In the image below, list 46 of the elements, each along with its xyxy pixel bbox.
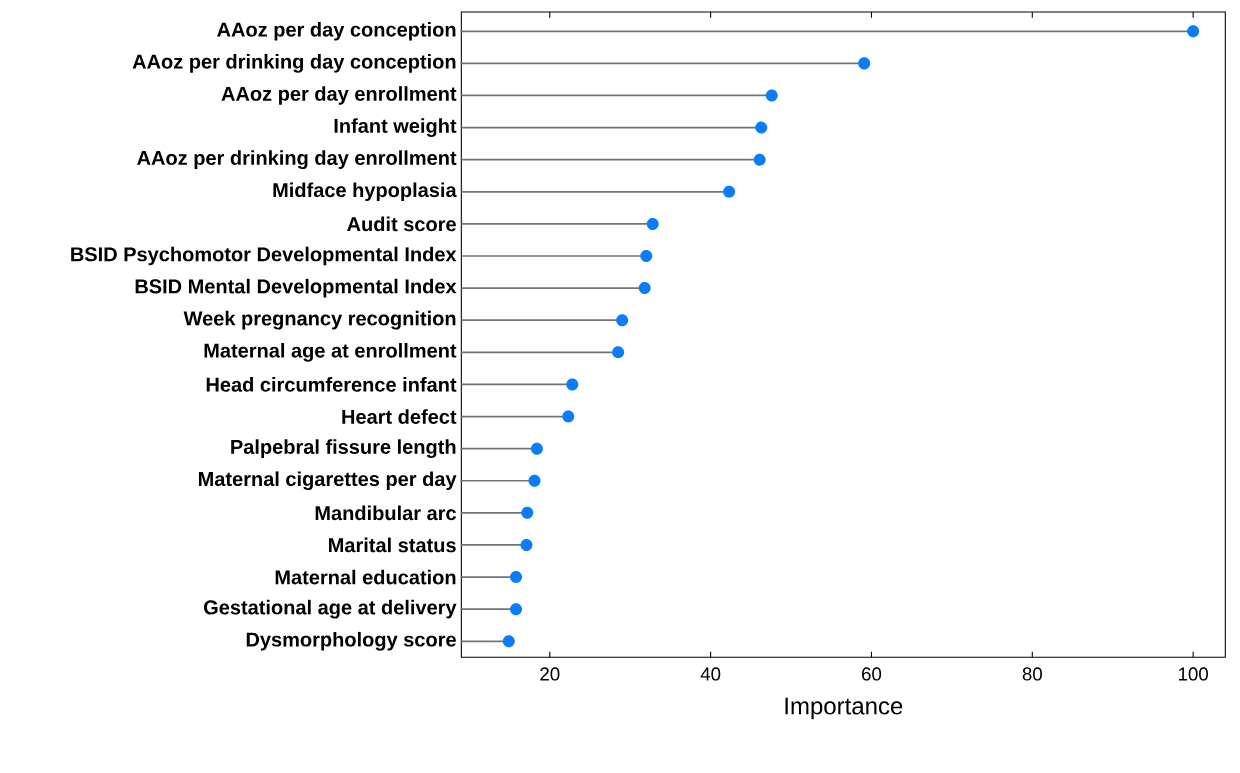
point <box>528 474 541 487</box>
y-tick-label: Head circumference infant <box>206 376 457 392</box>
x-tick-label: 80 <box>1022 667 1042 681</box>
point <box>510 603 523 616</box>
y-tick-label: Palpebral fissure length <box>231 439 456 458</box>
y-tick-label: AAoz per drinking day enrollment <box>137 150 457 169</box>
y-tick-label: AAoz per drinking day conception <box>132 53 456 73</box>
point <box>755 121 768 134</box>
x-axis-title: Importance <box>785 697 903 720</box>
point <box>520 538 533 551</box>
y-tick-label: AAoz per day conception <box>217 21 456 41</box>
y-tick-label: Midface hypoplasia <box>273 182 457 201</box>
point <box>521 506 534 519</box>
y-tick-label: BSID Mental Developmental Index <box>135 278 457 298</box>
point <box>723 185 736 198</box>
x-tick-label: 40 <box>700 667 721 681</box>
point <box>612 346 625 359</box>
point <box>638 281 651 294</box>
y-tick-label: Mandibular arc <box>315 505 457 521</box>
y-tick-label: Infant weight <box>334 118 457 137</box>
point <box>640 249 653 262</box>
y-tick-label: AAoz per day enrollment <box>221 86 457 105</box>
point <box>753 153 766 166</box>
y-tick-label: Maternal age at enrollment <box>204 342 457 362</box>
y-tick-label: Gestational age at delivery <box>204 599 457 619</box>
x-tick-label: 100 <box>1178 667 1208 681</box>
y-tick-label: Maternal education <box>275 569 456 585</box>
y-tick-label: Week pregnancy recognition <box>183 310 456 330</box>
point <box>530 442 543 455</box>
point <box>510 570 523 583</box>
y-tick-label: Marital status <box>329 537 456 553</box>
point <box>646 217 659 230</box>
x-tick-label: 60 <box>862 667 882 681</box>
y-tick-label: BSID Psychomotor Developmental Index <box>71 246 457 266</box>
y-tick-label: Audit score <box>347 216 456 232</box>
y-tick-label: Maternal cigarettes per day <box>198 471 457 490</box>
y-tick-label: Dysmorphology score <box>246 631 456 651</box>
point <box>616 314 629 327</box>
point <box>765 89 778 102</box>
point <box>858 57 871 70</box>
point <box>562 410 575 423</box>
point <box>1187 25 1200 38</box>
y-tick-label: Heart defect <box>342 409 457 424</box>
x-tick-label: 20 <box>540 667 560 681</box>
point <box>502 635 515 648</box>
point <box>566 378 579 391</box>
